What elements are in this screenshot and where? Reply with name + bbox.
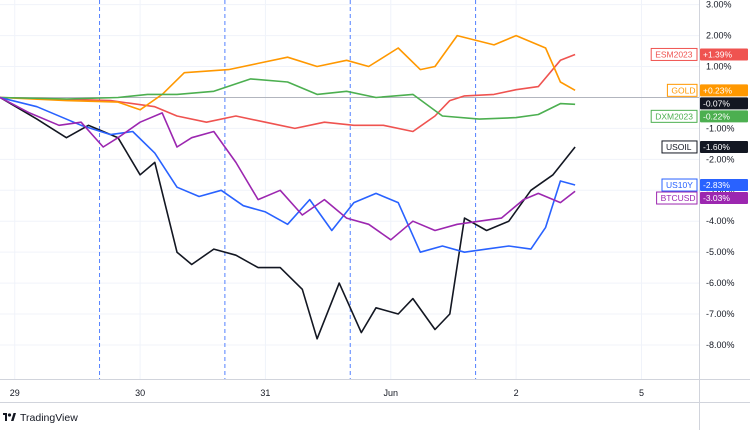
tradingview-logo[interactable]: TradingView xyxy=(3,412,78,424)
series-value-label: -0.22% xyxy=(703,111,730,121)
series-value-badges: ESM2023 +1.39% GOLD +0.23% -0.07% DXM2023 -0.2… xyxy=(650,47,748,205)
session-separators xyxy=(99,0,477,379)
y-tick-label: -1.00% xyxy=(706,123,735,133)
series-name-box xyxy=(656,191,698,205)
series-name-label: US10Y xyxy=(666,180,693,190)
x-tick-label: 2 xyxy=(514,388,519,398)
y-tick-label: -8.00% xyxy=(706,340,735,350)
series-value-box xyxy=(700,192,748,205)
series-name-label: GOLD xyxy=(671,85,695,95)
x-tick-label: Jun xyxy=(384,388,399,398)
tradingview-logo-text: TradingView xyxy=(20,412,78,424)
series-name-label: ESM2023 xyxy=(655,49,693,59)
series-badge-us10y: US10Y -2.83% xyxy=(661,178,748,192)
y-tick-label: -4.00% xyxy=(706,216,735,226)
series-value-box xyxy=(700,179,748,192)
y-tick-label: -5.00% xyxy=(706,247,735,257)
series-name-box xyxy=(661,140,698,154)
series-badge-dxm2023: DXM2023 -0.22% xyxy=(650,109,748,123)
series-name-box xyxy=(650,47,698,61)
y-tick-label: 3.00% xyxy=(706,0,732,10)
series-value-label: +1.39% xyxy=(703,49,733,59)
series-value-label: -1.60% xyxy=(703,142,730,152)
series-badge-btcusd: BTCUSD -3.03% xyxy=(656,191,748,205)
series-layer xyxy=(0,34,576,340)
series-value-label: +0.23% xyxy=(703,85,733,95)
series-value-box xyxy=(700,110,748,123)
series-value-box xyxy=(700,84,748,97)
x-tick-label: 5 xyxy=(639,388,644,398)
series-line-dxm2023 xyxy=(0,78,576,120)
series-badge-usoil: USOIL -1.60% xyxy=(661,140,748,154)
x-axis-ticks[interactable]: 29 30 31 Jun 2 5 xyxy=(10,388,644,398)
series-name-label: DXM2023 xyxy=(655,111,693,121)
y-tick-label: -2.00% xyxy=(706,154,735,164)
tradingview-logo-icon xyxy=(3,413,16,421)
x-tick-label: 30 xyxy=(135,388,145,398)
y-tick-label: 2.00% xyxy=(706,31,732,41)
series-line-btcusd xyxy=(0,96,576,241)
x-tick-label: 29 xyxy=(10,388,20,398)
y-tick-label: -6.00% xyxy=(706,278,735,288)
series-name-box xyxy=(666,83,698,97)
y-tick-label: -7.00% xyxy=(706,309,735,319)
y-tick-label: 1.00% xyxy=(706,62,732,72)
series-value-label: -3.03% xyxy=(703,193,730,203)
series-value-label: -2.83% xyxy=(703,180,730,190)
series-line-usoil xyxy=(0,96,576,340)
x-tick-label: 31 xyxy=(260,388,270,398)
current-value-badge: -0.07% xyxy=(700,97,748,110)
series-value-box xyxy=(700,140,748,153)
series-name-label: USOIL xyxy=(666,142,692,152)
grid-layer xyxy=(0,0,699,379)
series-value-label: -0.07% xyxy=(703,98,730,108)
series-line-us10y xyxy=(0,96,576,253)
series-value-box xyxy=(700,97,748,110)
series-badge-gold: GOLD +0.23% xyxy=(666,83,748,97)
series-line-gold xyxy=(0,34,576,111)
series-value-box xyxy=(700,48,748,61)
series-name-box xyxy=(650,109,698,123)
series-line-esm2023 xyxy=(0,53,576,133)
series-name-box xyxy=(661,178,698,192)
series-name-label: BTCUSD xyxy=(661,193,696,203)
series-badge-esm2023: ESM2023 +1.39% xyxy=(650,47,748,61)
